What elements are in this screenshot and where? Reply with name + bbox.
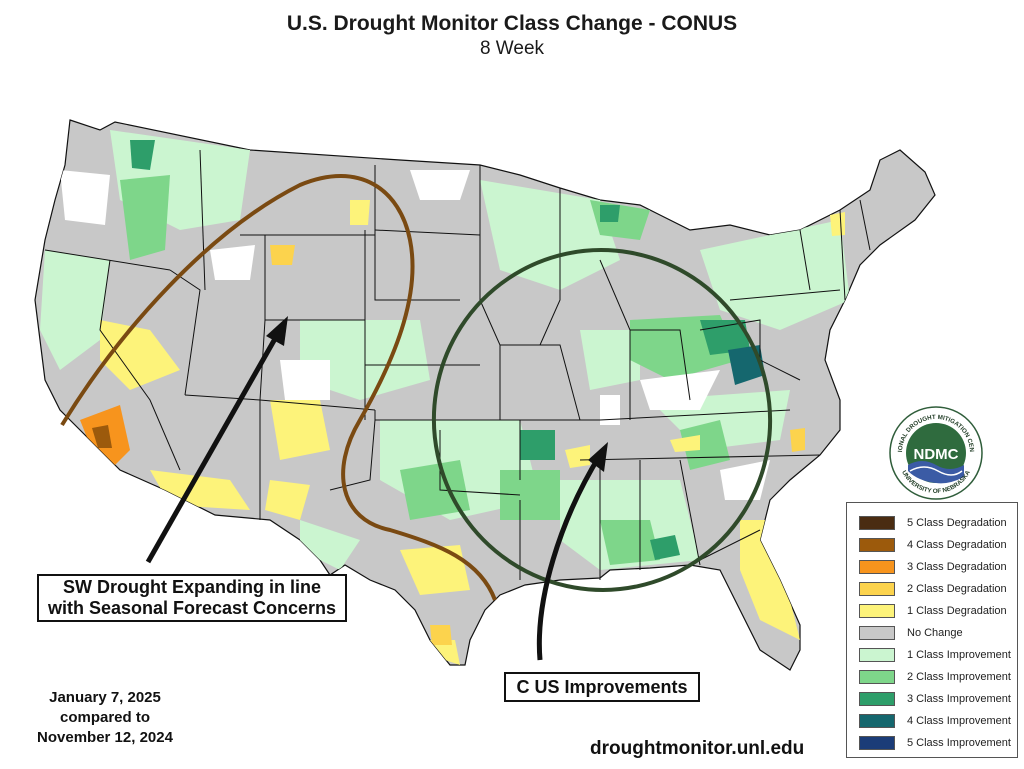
legend-swatch	[859, 626, 895, 640]
date-current: January 7, 2025	[49, 689, 161, 706]
legend-item: No Change	[859, 625, 963, 641]
ndmc-logo: NDMC NATIONAL DROUGHT MITIGATION CENTER …	[888, 405, 983, 500]
legend-item: 5 Class Degradation	[859, 515, 1007, 531]
sw-drought-outline	[60, 174, 497, 601]
legend-item: 1 Class Improvement	[859, 647, 1011, 663]
legend-label: 3 Class Degradation	[907, 561, 1007, 573]
legend-item: 4 Class Improvement	[859, 713, 1011, 729]
legend-item: 2 Class Degradation	[859, 581, 1007, 597]
legend-label: No Change	[907, 627, 963, 639]
legend-item: 2 Class Improvement	[859, 669, 1011, 685]
legend: 5 Class Degradation 4 Class Degradation 3 …	[846, 502, 1018, 758]
legend-swatch	[859, 582, 895, 596]
legend-item: 1 Class Degradation	[859, 603, 1007, 619]
legend-label: 5 Class Degradation	[907, 517, 1007, 529]
legend-label: 3 Class Improvement	[907, 693, 1011, 705]
legend-swatch	[859, 648, 895, 662]
legend-swatch	[859, 692, 895, 706]
legend-item: 3 Class Degradation	[859, 559, 1007, 575]
legend-swatch	[859, 604, 895, 618]
legend-swatch	[859, 560, 895, 574]
source-url[interactable]: droughtmonitor.unl.edu	[590, 738, 805, 759]
legend-swatch	[859, 670, 895, 684]
map-title: U.S. Drought Monitor Class Change - CONU…	[286, 12, 738, 35]
date-block: January 7, 2025 compared to November 12,…	[20, 688, 190, 748]
legend-label: 4 Class Improvement	[907, 715, 1011, 727]
legend-label: 2 Class Degradation	[907, 583, 1007, 595]
map-subtitle: 8 Week	[479, 38, 545, 59]
central-arrow	[536, 442, 608, 661]
legend-swatch	[859, 516, 895, 530]
legend-label: 4 Class Degradation	[907, 539, 1007, 551]
legend-item: 3 Class Improvement	[859, 691, 1011, 707]
legend-item: 4 Class Degradation	[859, 537, 1007, 553]
sw-drought-callout: SW Drought Expanding in line with Season…	[37, 574, 347, 622]
sw-callout-line2: with Seasonal Forecast Concerns	[47, 598, 337, 618]
sw-callout-line1: SW Drought Expanding in line	[63, 577, 321, 597]
legend-label: 1 Class Improvement	[907, 649, 1011, 661]
central-improvement-callout: C US Improvements	[504, 672, 700, 702]
legend-swatch	[859, 736, 895, 750]
date-previous: November 12, 2024	[37, 729, 173, 746]
change-patches	[40, 130, 850, 665]
legend-label: 1 Class Degradation	[907, 605, 1007, 617]
ndmc-acronym: NDMC	[914, 446, 959, 463]
sw-arrow	[145, 316, 288, 564]
date-compared-to: compared to	[59, 709, 150, 726]
legend-swatch	[859, 538, 895, 552]
legend-label: 2 Class Improvement	[907, 671, 1011, 683]
legend-swatch	[859, 714, 895, 728]
legend-item: 5 Class Improvement	[859, 735, 1011, 751]
legend-label: 5 Class Improvement	[907, 737, 1011, 749]
central-improvement-outline	[431, 248, 773, 592]
